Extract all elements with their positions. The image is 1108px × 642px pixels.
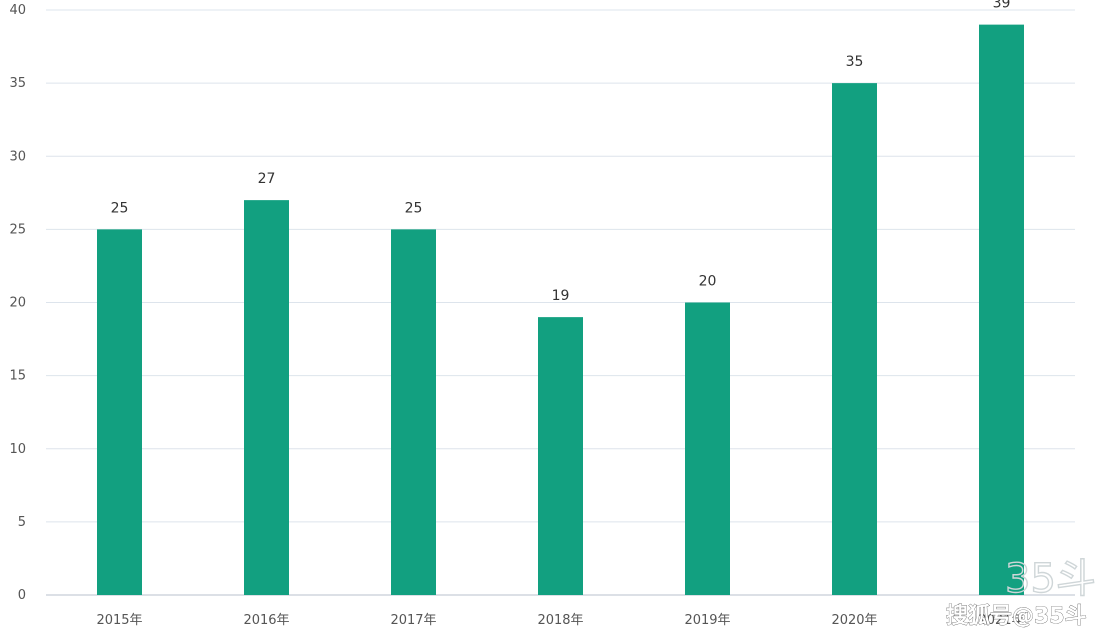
y-tick-label: 30 (9, 149, 26, 164)
bar (832, 83, 877, 595)
y-tick-label: 40 (9, 3, 26, 18)
y-tick-label: 25 (9, 222, 26, 237)
y-tick-label: 20 (9, 296, 26, 311)
x-tick-label: 2018年 (537, 613, 583, 628)
x-tick-label: 2017年 (390, 613, 436, 628)
data-label: 25 (405, 200, 423, 216)
gridlines (46, 9, 1075, 596)
x-tick-label: 2019年 (684, 613, 730, 628)
y-axis-tick-labels: 0 5 10 15 20 25 30 35 40 (9, 3, 26, 603)
y-tick-label: 35 (9, 76, 26, 91)
bar (244, 200, 289, 595)
y-tick-label: 0 (18, 588, 26, 603)
x-tick-label: 2021年 (978, 613, 1024, 628)
y-tick-label: 10 (9, 442, 26, 457)
bar (391, 229, 436, 595)
x-axis-tick-labels: 2015年 2016年 2017年 2018年 2019年 2020年 2021年 (96, 613, 1024, 628)
bar (979, 24, 1024, 595)
bar (97, 229, 142, 595)
data-label: 35 (846, 54, 864, 70)
x-tick-label: 2020年 (831, 613, 877, 628)
y-tick-label: 5 (18, 515, 26, 530)
data-labels: 25 27 25 19 20 35 39 (111, 0, 1011, 304)
data-label: 25 (111, 200, 129, 216)
watermark-logo: 35斗 (1005, 556, 1096, 602)
x-tick-label: 2016年 (243, 613, 289, 628)
data-label: 20 (699, 274, 717, 290)
bar (538, 317, 583, 595)
y-tick-label: 15 (9, 369, 26, 384)
watermark-platform: 搜狐号@35斗 (946, 603, 1087, 629)
bar (685, 302, 730, 595)
bars (97, 24, 1024, 595)
data-label: 27 (258, 171, 276, 187)
data-label: 39 (993, 0, 1011, 12)
data-label: 19 (552, 288, 570, 304)
x-tick-label: 2015年 (96, 613, 142, 628)
